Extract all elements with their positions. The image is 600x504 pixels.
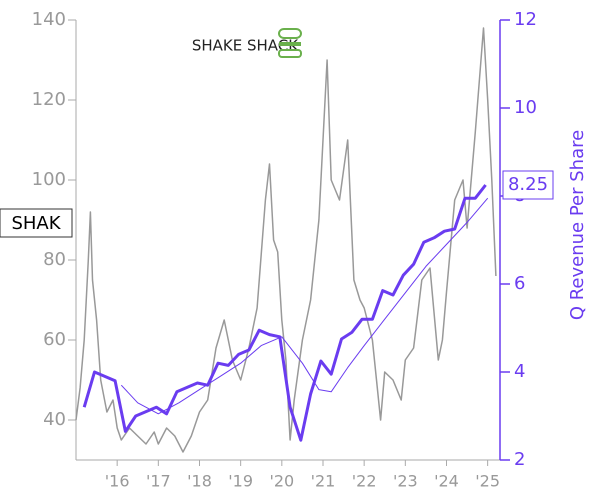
x-tick-label: '19 [228,472,253,491]
y2-tick-label: 2 [514,449,525,470]
ticker-box [0,208,73,238]
logo-text: SHAKE SHACK [192,37,299,55]
y2-label: Q Revenue Per Share [567,130,588,320]
ticker-label: SHAK [11,213,61,234]
x-tick-label: '23 [393,472,418,491]
y-tick-label: 80 [43,249,66,270]
y-tick-label: 60 [43,329,66,350]
y2-tick-label: 10 [514,97,537,118]
y-tick-label: 40 [43,409,66,430]
x-tick-label: '22 [352,472,377,491]
logo-icon [279,42,301,46]
logo: SHAKE SHACK [192,28,302,58]
y-tick-label: 100 [32,169,66,190]
x-tick-label: '17 [146,472,171,491]
logo-icon [278,49,302,58]
logo-icon [278,28,302,39]
x-tick-label: '20 [269,472,294,491]
x-tick-label: '24 [434,472,459,491]
y-tick-label: 140 [32,9,66,30]
y2-tick-label: 4 [514,361,525,382]
series-line [120,197,489,415]
last-value-label: 8.25 [508,174,548,195]
y2-tick-label: 6 [514,273,525,294]
x-tick-label: '16 [105,472,130,491]
x-tick-label: '25 [475,472,500,491]
y2-tick-label: 12 [514,9,537,30]
last-value-box [502,170,554,200]
x-tick-label: '21 [311,472,336,491]
x-tick-label: '18 [187,472,212,491]
series-line [75,27,497,453]
y-tick-label: 120 [32,89,66,110]
series-line [82,184,487,442]
